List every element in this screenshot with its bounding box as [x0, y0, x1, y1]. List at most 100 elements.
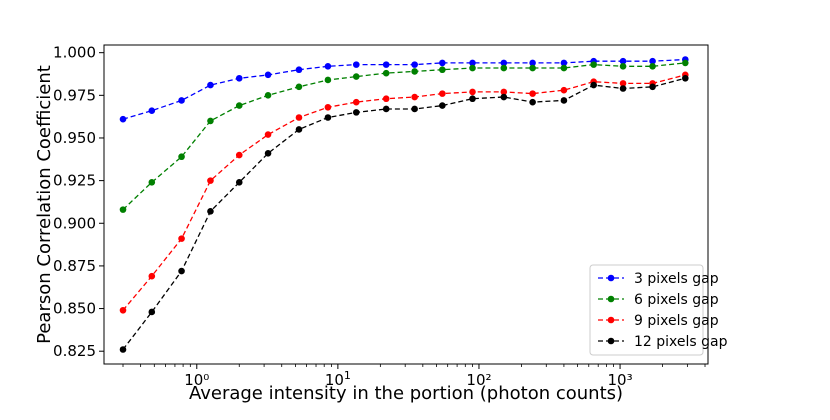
plot-frame: [103, 44, 709, 365]
data-point: [352, 73, 360, 80]
data-point: [500, 93, 508, 101]
legend-marker: [607, 337, 615, 345]
y-tick-label: 0.900: [53, 214, 96, 232]
data-point: [119, 115, 127, 123]
data-point: [264, 131, 272, 138]
data-point: [119, 306, 127, 314]
x-tick-label: 10²: [466, 371, 491, 389]
data-point: [619, 63, 627, 70]
data-point: [324, 114, 332, 121]
data-point: [382, 105, 390, 113]
data-point: [178, 153, 185, 161]
data-point: [560, 59, 568, 67]
data-point: [352, 98, 360, 106]
y-tick-label: 1.000: [53, 44, 96, 62]
legend-label: 9 pixels gap: [634, 313, 719, 329]
data-point: [411, 61, 418, 68]
x-tick-label-exponent: 1: [344, 369, 351, 382]
data-point: [529, 59, 536, 67]
data-point: [235, 102, 243, 109]
y-tick-label: 0.950: [53, 129, 96, 147]
data-point: [295, 114, 303, 121]
data-point: [529, 90, 536, 97]
data-point: [439, 59, 446, 67]
data-point: [469, 64, 476, 72]
data-point: [590, 61, 597, 68]
data-point: [235, 74, 243, 82]
data-point: [560, 86, 568, 94]
data-point: [295, 66, 303, 74]
data-point: [560, 97, 568, 104]
data-point: [119, 346, 127, 353]
data-point: [148, 272, 156, 280]
data-point: [207, 208, 214, 215]
legend-box: [589, 264, 704, 356]
data-point: [178, 267, 185, 275]
series-markers: [119, 56, 689, 353]
data-point: [411, 93, 418, 101]
x-axis-label: Average intensity in the portion (photon…: [189, 383, 623, 404]
y-tick-label: 0.875: [53, 257, 96, 275]
data-point: [207, 81, 214, 89]
data-point: [411, 105, 418, 113]
legend-marker: [607, 316, 615, 324]
data-point: [148, 179, 156, 186]
data-point: [324, 103, 332, 111]
y-tick-label: 0.925: [53, 172, 96, 190]
data-point: [619, 80, 627, 87]
data-point: [207, 117, 214, 125]
data-point: [382, 61, 390, 68]
series-line: [122, 58, 686, 120]
data-point: [619, 85, 627, 92]
data-point: [207, 177, 214, 184]
series-line: [122, 62, 686, 211]
x-tick-label-10: 101: [325, 369, 351, 389]
x-tick-label: 10⁰: [184, 371, 209, 389]
data-point: [352, 109, 360, 116]
data-point: [619, 57, 627, 65]
data-point: [439, 90, 446, 97]
legend-marker: [607, 274, 615, 282]
series-lines: [122, 58, 686, 350]
data-point: [264, 92, 272, 99]
data-point: [649, 57, 656, 65]
y-tick-label: 0.825: [53, 342, 96, 360]
data-point: [411, 68, 418, 75]
data-point: [649, 63, 656, 70]
data-point: [148, 308, 156, 316]
x-tick-label: 10³: [608, 371, 633, 389]
data-point: [178, 97, 185, 104]
data-point: [560, 64, 568, 72]
data-point: [382, 69, 390, 77]
data-point: [439, 66, 446, 74]
data-point: [682, 59, 689, 67]
data-point: [500, 88, 508, 96]
series-line: [122, 77, 686, 350]
series-line: [122, 74, 686, 311]
data-point: [529, 98, 536, 106]
legend-marker: [607, 295, 615, 303]
data-point: [295, 126, 303, 133]
y-axis-label: Pearson Correlation Coefficient: [34, 65, 55, 344]
data-point: [469, 59, 476, 67]
data-point: [682, 74, 689, 82]
data-point: [178, 235, 185, 242]
data-point: [264, 150, 272, 157]
y-tick-label: 0.975: [53, 86, 96, 104]
x-tick-label-base: 10: [325, 371, 344, 389]
data-point: [119, 206, 127, 213]
data-point: [148, 107, 156, 114]
data-point: [324, 63, 332, 70]
data-point: [500, 64, 508, 72]
data-point: [324, 76, 332, 84]
legend: 3 pixels gap 6 pixels gap 9 pixels gap 12 p…: [589, 264, 728, 356]
legend-label: 12 pixels gap: [634, 334, 728, 350]
data-point: [529, 64, 536, 72]
legend-label: 3 pixels gap: [634, 271, 719, 287]
data-point: [469, 95, 476, 103]
data-point: [235, 151, 243, 159]
axis-ticks: 0.825 0.850 0.875 0.900 0.925 0.950 0.975 1.000…: [53, 44, 706, 389]
data-point: [235, 179, 243, 186]
